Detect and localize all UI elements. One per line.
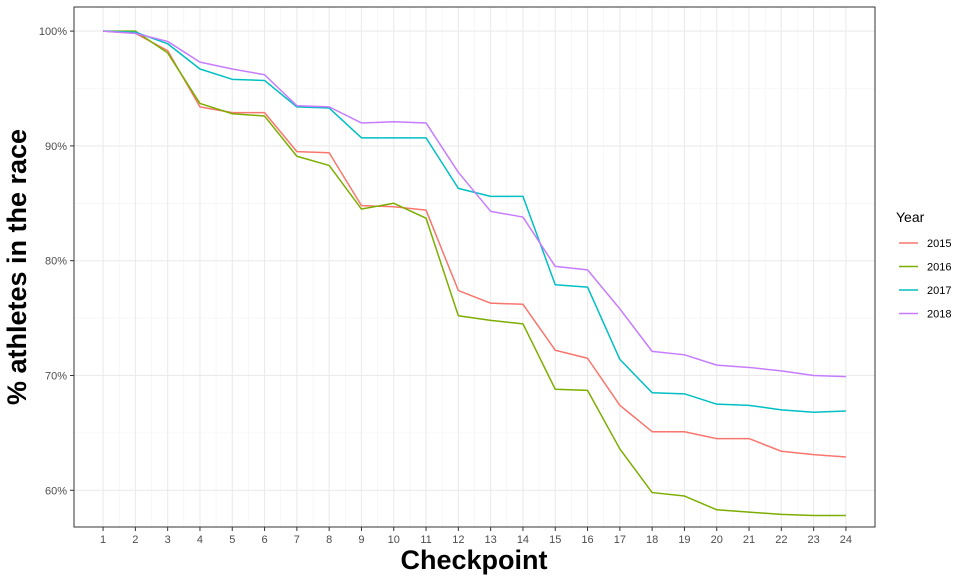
legend-title: Year xyxy=(896,209,925,225)
y-tick-label: 60% xyxy=(45,485,67,497)
x-tick-label: 14 xyxy=(517,534,529,546)
x-tick-label: 17 xyxy=(614,534,626,546)
x-tick-label: 15 xyxy=(549,534,561,546)
legend-items: 2015 2016 2017 2018 xyxy=(899,238,951,321)
x-tick-label: 24 xyxy=(840,534,852,546)
y-tick-label: 100% xyxy=(39,26,67,38)
x-tick-label: 12 xyxy=(452,534,464,546)
x-axis-ticks: 1 2 3 4 5 6 7 8 9 10 11 12 13 14 15 16 17 18 19 20 21 22 23 24 xyxy=(100,527,852,546)
x-tick-label: 23 xyxy=(808,534,820,546)
x-tick-label: 1 xyxy=(100,534,106,546)
legend-label-2016: 2016 xyxy=(927,262,951,274)
y-tick-label: 70% xyxy=(45,370,67,382)
legend-label-2015: 2015 xyxy=(927,238,951,250)
x-tick-label: 18 xyxy=(646,534,658,546)
x-tick-label: 7 xyxy=(294,534,300,546)
major-gridlines xyxy=(74,7,875,527)
x-tick-label: 5 xyxy=(229,534,235,546)
series-line-2016 xyxy=(103,30,846,517)
x-tick-label: 10 xyxy=(388,534,400,546)
y-axis-title: % athletes in the race xyxy=(2,129,32,405)
series-lines xyxy=(103,30,846,517)
x-tick-label: 21 xyxy=(743,534,755,546)
plot-panel-border xyxy=(73,6,876,528)
x-tick-label: 4 xyxy=(197,534,203,546)
x-tick-label: 8 xyxy=(326,534,332,546)
series-line-2018 xyxy=(103,30,846,378)
y-tick-label: 80% xyxy=(45,256,67,268)
legend-label-2018: 2018 xyxy=(927,309,951,321)
x-tick-label: 6 xyxy=(261,534,267,546)
legend-label-2017: 2017 xyxy=(927,285,951,297)
x-axis-title: Checkpoint xyxy=(400,545,547,575)
x-tick-label: 16 xyxy=(581,534,593,546)
x-tick-label: 11 xyxy=(420,534,431,546)
x-tick-label: 3 xyxy=(165,534,171,546)
x-tick-label: 9 xyxy=(358,534,364,546)
minor-gridlines xyxy=(74,7,875,527)
x-tick-label: 20 xyxy=(711,534,723,546)
x-tick-label: 22 xyxy=(775,534,787,546)
y-axis-ticks: 60% 70% 80% 90% 100% xyxy=(39,26,74,497)
x-tick-label: 2 xyxy=(132,534,138,546)
legend: Year 2015 2016 2017 2018 xyxy=(896,209,951,321)
y-tick-label: 90% xyxy=(45,141,67,153)
x-tick-label: 19 xyxy=(678,534,690,546)
x-tick-label: 13 xyxy=(485,534,497,546)
